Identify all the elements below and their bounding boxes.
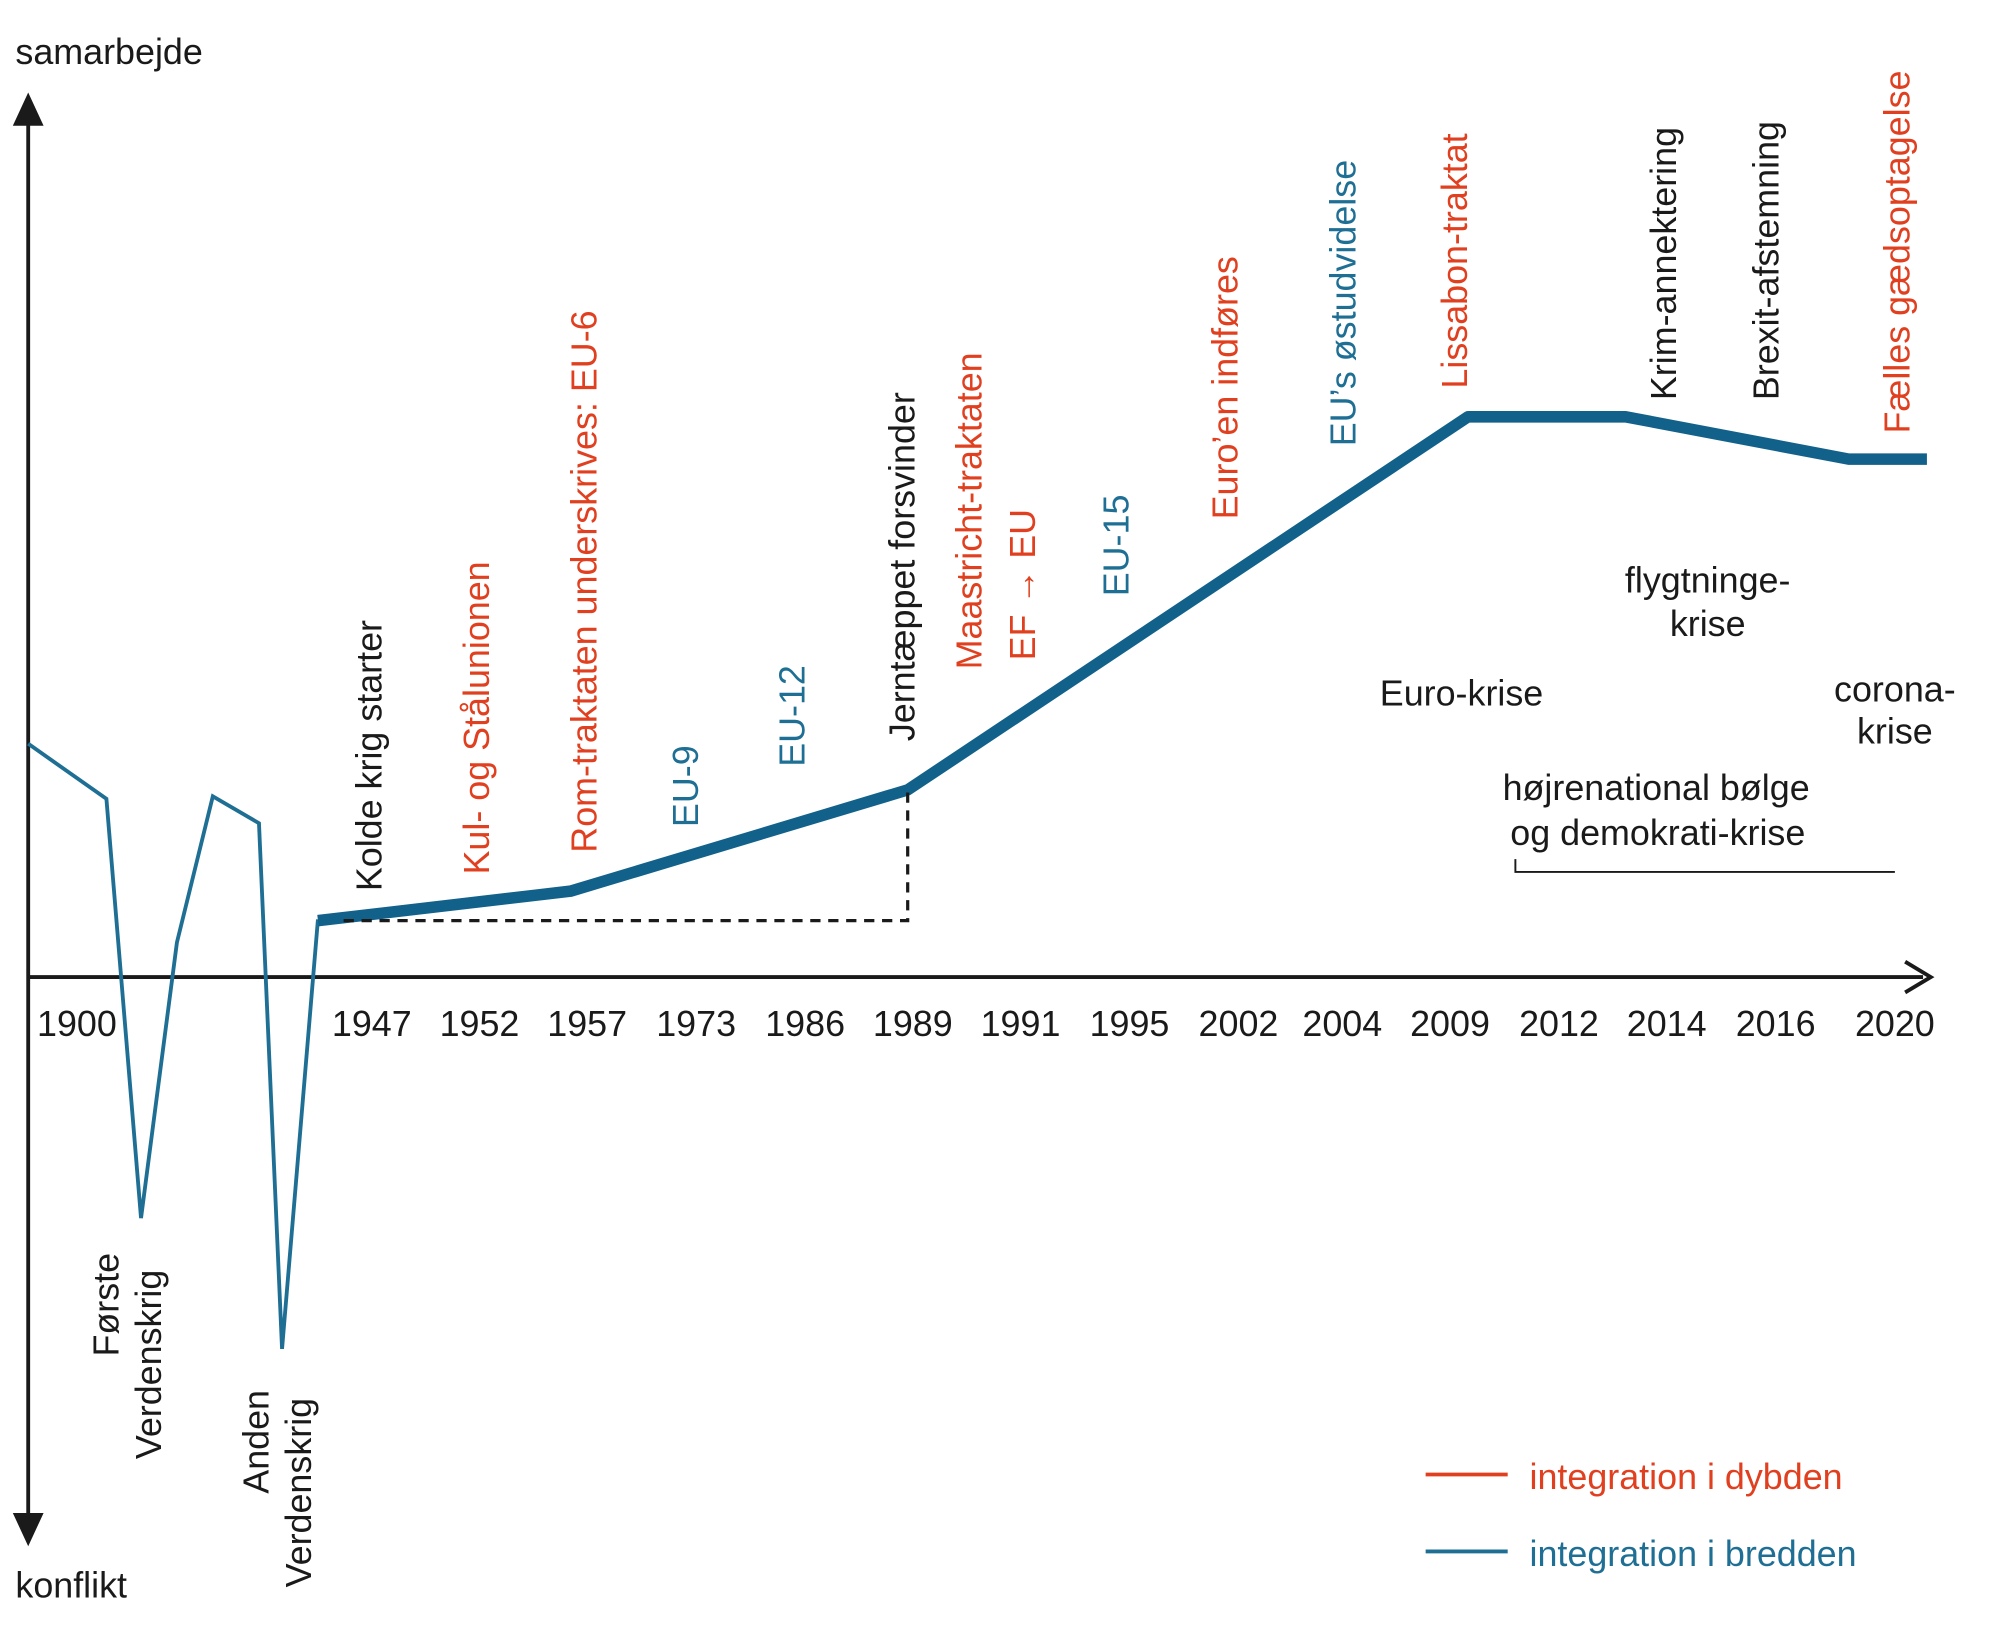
event: EU-12	[772, 665, 812, 767]
crises: Euro-krise flygtninge- krise corona- kri…	[1380, 560, 1956, 873]
event: Fælles gædsoptagelse	[1877, 71, 1917, 434]
event: Krim-annektering	[1644, 127, 1684, 400]
legend-label: integration i bredden	[1529, 1534, 1856, 1574]
crisis: krise	[1857, 712, 1933, 752]
crisis: Euro-krise	[1380, 673, 1543, 713]
year: 2020	[1855, 1004, 1935, 1044]
axes	[26, 115, 1935, 1529]
crisis: og demokrati-krise	[1510, 813, 1805, 853]
bottom-label: konflikt	[15, 1566, 127, 1606]
year: 1989	[873, 1004, 953, 1044]
year: 1995	[1090, 1004, 1170, 1044]
x-arrow	[1904, 960, 1935, 995]
event: Euro’en indføres	[1206, 256, 1246, 519]
crisis: flygtninge-	[1625, 560, 1791, 600]
top-label: samarbejde	[15, 32, 202, 72]
wars: Første Verdenskrig Anden Verdenskrig	[86, 1253, 318, 1587]
legend: integration i dybden integration i bredd…	[1425, 1457, 1857, 1574]
years: 1900 1947 1952 1957 1973 1986 1989 1991 …	[37, 1004, 1935, 1044]
events: Kolde krig starter Kul- og Stålunionen R…	[349, 71, 1917, 892]
year: 2002	[1199, 1004, 1279, 1044]
year: 1900	[37, 1004, 117, 1044]
war: Verdenskrig	[279, 1398, 319, 1587]
war: Anden	[236, 1390, 276, 1494]
dashed-reference	[343, 789, 910, 923]
year: 1991	[981, 1004, 1061, 1044]
year: 2012	[1519, 1004, 1599, 1044]
event: EU-9	[666, 745, 706, 827]
year: 1947	[332, 1004, 412, 1044]
up-arrow	[12, 92, 44, 126]
event: Lissabon-traktat	[1435, 133, 1475, 388]
event: EF → EU	[1003, 509, 1043, 661]
event: Jerntæppet forsvinder	[883, 392, 923, 741]
year: 1952	[440, 1004, 520, 1044]
event: Rom-traktaten underskrives: EU-6	[565, 310, 605, 852]
down-arrow	[12, 1512, 44, 1547]
war: Verdenskrig	[129, 1270, 169, 1459]
thin-curve	[27, 742, 320, 1350]
event: Kul- og Stålunionen	[457, 561, 497, 874]
thick-curve	[317, 411, 1927, 927]
event: EU’s østudvidelse	[1324, 160, 1364, 446]
year: 1986	[765, 1004, 845, 1044]
year: 2004	[1302, 1004, 1382, 1044]
event: EU-15	[1097, 495, 1137, 597]
crisis: corona-	[1834, 669, 1956, 709]
crisis-bracket	[1514, 859, 1895, 873]
legend-label: integration i dybden	[1529, 1457, 1842, 1497]
year: 1957	[547, 1004, 627, 1044]
year: 2014	[1627, 1004, 1707, 1044]
war: Første	[86, 1253, 126, 1357]
year: 2009	[1410, 1004, 1490, 1044]
event: Brexit-afstemning	[1747, 121, 1787, 400]
crisis: højrenational bølge	[1503, 768, 1810, 808]
event: Maastricht-traktaten	[949, 352, 989, 669]
event: Kolde krig starter	[349, 620, 389, 891]
year: 2016	[1736, 1004, 1816, 1044]
crisis: krise	[1670, 604, 1746, 644]
year: 1973	[656, 1004, 736, 1044]
